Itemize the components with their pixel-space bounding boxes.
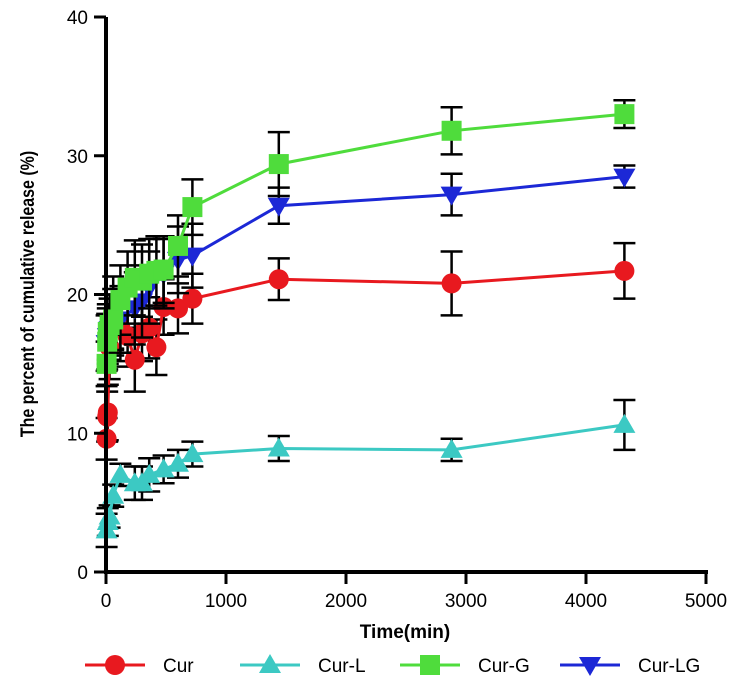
data-point [267, 437, 290, 457]
data-point [614, 260, 635, 281]
legend-marker [259, 654, 281, 673]
data-point [146, 337, 167, 358]
data-point [267, 197, 290, 217]
data-point [182, 197, 203, 218]
series-cur-g [95, 99, 636, 388]
x-tick-label: 3000 [445, 591, 487, 612]
data-point [268, 269, 289, 290]
y-axis-title: The percent of cumulative release (%) [17, 151, 39, 437]
data-point [440, 438, 463, 458]
data-point [613, 413, 636, 433]
x-tick-label: 4000 [565, 591, 607, 612]
data-point [124, 349, 145, 370]
y-tick-label: 20 [67, 286, 88, 307]
x-tick-label: 2000 [325, 591, 367, 612]
legend-item-cur-g: Cur-G [400, 655, 530, 677]
y-tick-label: 0 [77, 563, 88, 584]
legend-label: Cur [163, 656, 194, 677]
legend: Cur Cur-L Cur-G Cur-LG [85, 654, 700, 677]
data-point [182, 288, 203, 309]
data-point [441, 273, 462, 294]
data-point [103, 309, 124, 330]
legend-marker [420, 655, 440, 675]
data-point [109, 463, 132, 483]
series-cur-lg [95, 164, 636, 373]
data-point [138, 463, 161, 483]
data-point [613, 168, 636, 188]
y-tick-label: 30 [67, 147, 88, 168]
axis-ticks: 0 1000 2000 3000 4000 5000 0 10 20 30 40 [67, 8, 727, 612]
data-point [440, 186, 463, 206]
legend-item-cur-l: Cur-L [240, 654, 366, 677]
x-axis-title: Time(min) [360, 622, 450, 643]
data-point [167, 452, 189, 472]
plot-area [95, 99, 636, 549]
data-point [181, 443, 204, 463]
legend-marker [105, 655, 125, 675]
legend-item-cur: Cur [85, 655, 194, 677]
legend-label: Cur-G [478, 656, 530, 677]
legend-label: Cur-L [318, 656, 366, 677]
legend-marker [579, 657, 601, 676]
data-point [168, 235, 188, 256]
y-tick-label: 40 [67, 8, 88, 29]
x-tick-label: 1000 [205, 591, 247, 612]
legend-item-cur-lg: Cur-LG [560, 656, 700, 677]
series-cur-l [95, 398, 636, 549]
data-point [268, 154, 289, 175]
data-point [153, 259, 174, 280]
y-tick-label: 10 [67, 424, 88, 445]
x-tick-label: 0 [101, 591, 112, 612]
legend-label: Cur-LG [638, 656, 700, 677]
data-point [614, 104, 635, 125]
data-point [152, 458, 175, 478]
x-tick-label: 5000 [685, 591, 727, 612]
data-point [441, 120, 462, 141]
